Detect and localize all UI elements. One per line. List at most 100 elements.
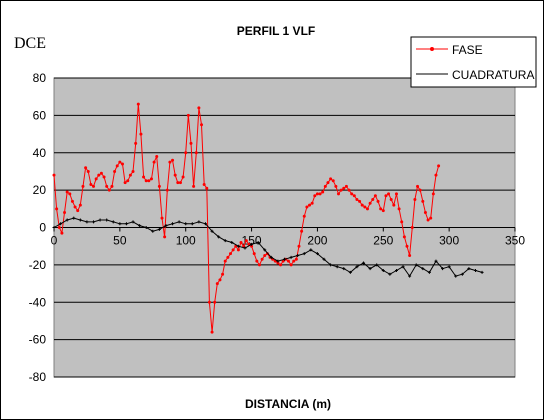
- data-point-fase: [252, 252, 256, 256]
- data-point-fase: [136, 102, 140, 106]
- data-point-cuadratura: [414, 263, 418, 267]
- series-layer: [52, 102, 484, 334]
- data-point-fase: [186, 113, 190, 117]
- data-point-fase: [171, 158, 175, 162]
- data-point-cuadratura: [427, 270, 431, 274]
- data-point-fase: [255, 259, 259, 263]
- data-point-cuadratura: [203, 222, 207, 226]
- data-point-fase: [363, 205, 367, 209]
- data-point-fase: [410, 226, 414, 229]
- data-point-cuadratura: [59, 222, 63, 226]
- data-point-fase: [144, 179, 148, 183]
- data-point-fase: [281, 259, 285, 263]
- data-point-cuadratura: [124, 222, 128, 226]
- data-point-cuadratura: [92, 220, 96, 224]
- data-point-fase: [168, 160, 172, 164]
- data-point-fase: [63, 211, 67, 215]
- data-point-fase: [260, 257, 264, 261]
- data-point-fase: [128, 173, 132, 177]
- data-point-fase: [99, 171, 103, 175]
- data-point-cuadratura: [289, 255, 293, 259]
- data-point-fase: [437, 164, 441, 168]
- data-point-fase: [294, 257, 298, 261]
- data-point-fase: [68, 192, 72, 196]
- data-point-cuadratura: [447, 265, 451, 269]
- data-point-fase: [355, 197, 359, 201]
- data-point-fase: [189, 141, 193, 145]
- data-point-fase: [86, 169, 90, 173]
- data-point-cuadratura: [85, 220, 89, 224]
- data-point-fase: [197, 106, 201, 110]
- data-point-fase: [337, 192, 341, 196]
- data-point-fase: [184, 151, 188, 155]
- data-point-fase: [126, 179, 130, 183]
- data-point-cuadratura: [197, 220, 201, 224]
- data-point-fase: [286, 259, 290, 263]
- data-point-cuadratura: [118, 222, 122, 226]
- data-point-fase: [76, 209, 80, 213]
- data-point-cuadratura: [223, 239, 227, 243]
- data-point-fase: [323, 184, 327, 188]
- y-tick-label: 40: [33, 146, 47, 160]
- data-point-fase: [394, 192, 398, 196]
- data-point-fase: [210, 330, 214, 334]
- y-tick-label: 80: [33, 71, 47, 85]
- data-point-fase: [152, 160, 156, 164]
- x-tick-label: 250: [373, 234, 393, 248]
- data-point-fase: [310, 201, 314, 205]
- data-point-fase: [300, 229, 304, 233]
- data-point-fase: [105, 184, 109, 188]
- data-point-fase: [113, 169, 117, 173]
- data-point-fase: [276, 261, 280, 265]
- data-point-cuadratura: [441, 267, 445, 271]
- data-point-fase: [226, 255, 230, 259]
- data-point-fase: [292, 259, 296, 263]
- y-tick-label: -60: [29, 333, 47, 347]
- data-point-cuadratura: [210, 229, 214, 233]
- data-point-fase: [321, 190, 325, 194]
- data-point-fase: [389, 197, 393, 201]
- data-point-fase: [334, 184, 338, 188]
- data-point-fase: [257, 263, 261, 267]
- data-point-cuadratura: [348, 270, 352, 274]
- data-point-cuadratura: [243, 246, 247, 250]
- data-point-fase: [342, 186, 346, 190]
- data-point-cuadratura: [164, 224, 168, 228]
- data-point-cuadratura: [401, 265, 405, 269]
- data-point-fase: [315, 192, 319, 196]
- data-point-cuadratura: [151, 229, 155, 233]
- data-point-fase: [163, 235, 167, 239]
- data-point-cuadratura: [342, 267, 346, 271]
- data-point-fase: [318, 192, 322, 196]
- data-point-cuadratura: [408, 274, 412, 278]
- data-point-cuadratura: [329, 263, 333, 267]
- data-point-fase: [194, 151, 198, 155]
- data-point-fase: [305, 205, 309, 209]
- data-point-cuadratura: [283, 257, 286, 261]
- data-point-cuadratura: [276, 259, 280, 263]
- data-point-fase: [434, 173, 438, 177]
- data-point-cuadratura: [421, 267, 425, 271]
- data-point-cuadratura: [315, 252, 319, 256]
- chart-title: PERFIL 1 VLF: [237, 24, 315, 38]
- data-point-fase: [263, 254, 267, 258]
- data-point-cuadratura: [217, 235, 221, 239]
- data-point-fase: [244, 239, 248, 243]
- data-point-fase: [297, 244, 301, 248]
- x-tick-label: 150: [242, 234, 262, 248]
- data-point-fase: [84, 166, 88, 170]
- data-point-fase: [218, 278, 222, 282]
- data-point-fase: [60, 231, 64, 235]
- data-point-cuadratura: [138, 224, 142, 228]
- data-point-fase: [181, 175, 185, 179]
- data-point-fase: [344, 184, 348, 188]
- data-point-cuadratura: [296, 254, 300, 258]
- data-point-fase: [231, 248, 235, 252]
- data-point-fase: [92, 184, 96, 188]
- data-point-fase: [223, 259, 227, 263]
- data-point-fase: [157, 184, 161, 188]
- data-point-fase: [242, 244, 246, 248]
- data-point-fase: [202, 183, 206, 187]
- data-point-fase: [160, 216, 164, 220]
- data-point-fase: [308, 203, 312, 207]
